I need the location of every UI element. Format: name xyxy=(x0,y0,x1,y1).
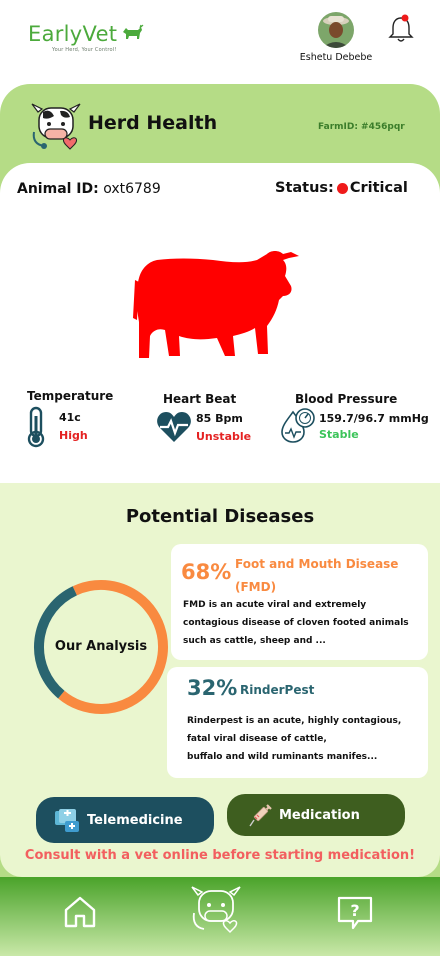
farm-id: FarmID: #456pqr xyxy=(318,122,405,132)
app-header: EarlyVet Your Herd, Your Control! Eshetu… xyxy=(0,0,440,84)
heart-pulse-icon xyxy=(157,412,191,442)
status-label: Status: xyxy=(275,180,334,196)
section-title: Potential Diseases xyxy=(125,506,315,527)
animal-id-label: Animal ID: xyxy=(17,181,99,197)
heart-beat-value: 85 Bpm xyxy=(196,412,243,425)
app-name: EarlyVet xyxy=(28,22,118,46)
disease-description: FMD is an acute viral and extremely cont… xyxy=(183,600,409,646)
cow-silhouette xyxy=(133,251,299,358)
temperature-value: 41c xyxy=(59,411,81,424)
status-dot-icon xyxy=(336,182,348,194)
syringe-icon xyxy=(249,804,272,827)
donut-segment-1 xyxy=(58,580,168,714)
blood-pressure-gauge-icon xyxy=(281,408,315,443)
blood-pressure-value: 159.7/96.7 mmHg xyxy=(319,412,429,425)
disease-card-rinderpest[interactable] xyxy=(167,667,428,778)
thermometer-icon xyxy=(27,406,45,448)
animal-id-value: oxt6789 xyxy=(103,181,161,197)
analysis-donut-chart xyxy=(34,580,168,714)
disease-name: Foot and Mouth Disease xyxy=(235,557,399,571)
disease-card-fmd[interactable] xyxy=(171,544,428,660)
temperature-state: High xyxy=(59,429,88,442)
telemedicine-icon xyxy=(55,809,79,832)
home-icon[interactable] xyxy=(62,894,98,930)
help-icon[interactable]: ? xyxy=(336,895,374,933)
analysis-label: Our Analysis xyxy=(54,639,148,654)
page-title: Herd Health xyxy=(88,112,218,134)
app-logo[interactable]: EarlyVet Your Herd, Your Control! xyxy=(28,22,144,53)
animal-id: Animal ID: oxt6789 xyxy=(17,181,161,197)
disease-name-abbr: (FMD) xyxy=(235,580,277,594)
user-profile[interactable]: Eshetu Debebe xyxy=(296,12,376,63)
telemedicine-button[interactable]: Telemedicine xyxy=(36,797,214,843)
consult-warning: Consult with a vet online before startin… xyxy=(24,848,416,863)
heart-beat-label: Heart Beat xyxy=(163,392,237,406)
svg-text:?: ? xyxy=(350,901,359,920)
blood-pressure-state: Stable xyxy=(319,428,359,441)
avatar[interactable] xyxy=(318,12,354,48)
app-tagline: Your Herd, Your Control! xyxy=(52,47,117,53)
blood-pressure-label: Blood Pressure xyxy=(295,392,398,406)
user-name: Eshetu Debebe xyxy=(299,52,373,63)
donut-segment-2 xyxy=(34,586,78,699)
telemedicine-label: Telemedicine xyxy=(87,812,183,828)
medication-label: Medication xyxy=(279,807,360,823)
disease-percent: 68% xyxy=(181,560,232,584)
notification-dot xyxy=(401,14,409,22)
notification-bell-icon[interactable] xyxy=(388,14,414,44)
disease-percent: 32% xyxy=(187,676,238,700)
heart-beat-state: Unstable xyxy=(196,430,252,443)
goat-logo-icon xyxy=(123,24,144,39)
disease-description: Rinderpest is an acute, highly contagiou… xyxy=(187,716,402,762)
animal-status: Status: Critical xyxy=(275,180,408,196)
disease-name: RinderPest xyxy=(240,683,315,697)
medication-button[interactable]: Medication xyxy=(227,794,405,836)
status-value: Critical xyxy=(349,180,408,196)
herd-health-nav-icon[interactable] xyxy=(190,885,242,935)
temperature-label: Temperature xyxy=(27,389,114,403)
herd-health-icon xyxy=(31,103,81,150)
